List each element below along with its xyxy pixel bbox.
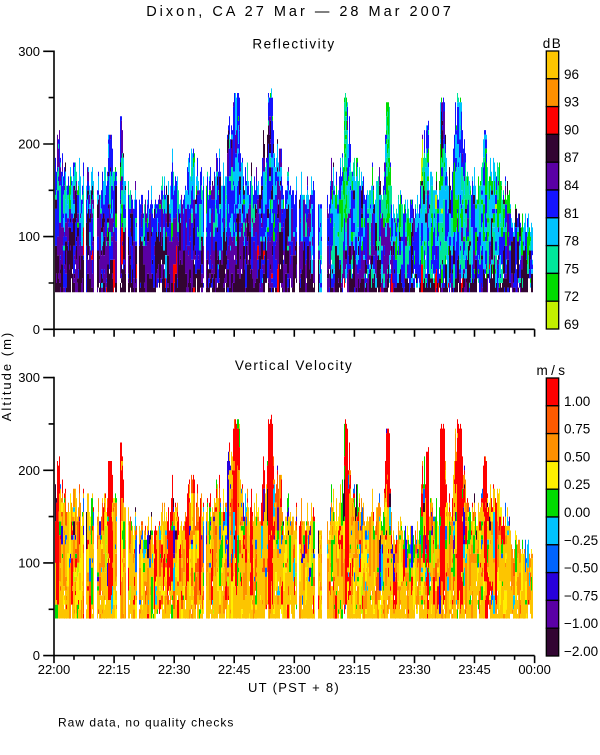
svg-text:90: 90 <box>564 122 579 137</box>
svg-text:87: 87 <box>564 150 579 165</box>
svg-text:−2.00: −2.00 <box>564 644 598 659</box>
svg-text:0: 0 <box>33 648 40 663</box>
svg-text:0.25: 0.25 <box>564 477 590 492</box>
svg-text:−1.00: −1.00 <box>564 616 598 631</box>
svg-text:22:30: 22:30 <box>158 662 191 677</box>
svg-text:Raw data, no quality checks: Raw data, no quality checks <box>58 716 234 730</box>
svg-text:22:45: 22:45 <box>218 662 251 677</box>
svg-text:0: 0 <box>33 322 40 337</box>
svg-text:200: 200 <box>18 137 40 152</box>
svg-text:93: 93 <box>564 95 579 110</box>
svg-text:100: 100 <box>18 556 40 571</box>
svg-text:23:00: 23:00 <box>278 662 311 677</box>
svg-text:23:30: 23:30 <box>398 662 431 677</box>
svg-text:00:00: 00:00 <box>518 662 551 677</box>
svg-text:200: 200 <box>18 463 40 478</box>
svg-text:23:45: 23:45 <box>458 662 491 677</box>
svg-text:300: 300 <box>18 370 40 385</box>
svg-text:81: 81 <box>564 206 579 221</box>
svg-text:69: 69 <box>564 317 579 332</box>
svg-text:dB: dB <box>543 36 563 51</box>
svg-text:−0.25: −0.25 <box>564 533 598 548</box>
svg-text:1.00: 1.00 <box>564 394 590 409</box>
svg-text:75: 75 <box>564 261 579 276</box>
svg-text:300: 300 <box>18 44 40 59</box>
svg-text:22:00: 22:00 <box>38 662 71 677</box>
svg-text:0.00: 0.00 <box>564 505 590 520</box>
svg-text:−0.50: −0.50 <box>564 561 598 576</box>
svg-text:84: 84 <box>564 178 580 193</box>
svg-text:100: 100 <box>18 229 40 244</box>
svg-text:0.50: 0.50 <box>564 449 590 464</box>
svg-text:0.75: 0.75 <box>564 422 590 437</box>
svg-text:78: 78 <box>564 234 579 249</box>
svg-text:72: 72 <box>564 289 579 304</box>
svg-text:m/s: m/s <box>537 363 569 378</box>
svg-text:96: 96 <box>564 67 579 82</box>
svg-text:Dixon, CA 27 Mar — 28 Mar 2007: Dixon, CA 27 Mar — 28 Mar 2007 <box>146 4 454 20</box>
svg-text:23:15: 23:15 <box>338 662 371 677</box>
svg-text:UT (PST + 8): UT (PST + 8) <box>248 680 340 695</box>
svg-text:22:15: 22:15 <box>98 662 131 677</box>
svg-text:Altitude (m): Altitude (m) <box>0 331 14 421</box>
svg-text:Reflectivity: Reflectivity <box>252 37 335 52</box>
svg-text:Vertical Velocity: Vertical Velocity <box>235 358 353 373</box>
svg-text:−0.75: −0.75 <box>564 588 598 603</box>
